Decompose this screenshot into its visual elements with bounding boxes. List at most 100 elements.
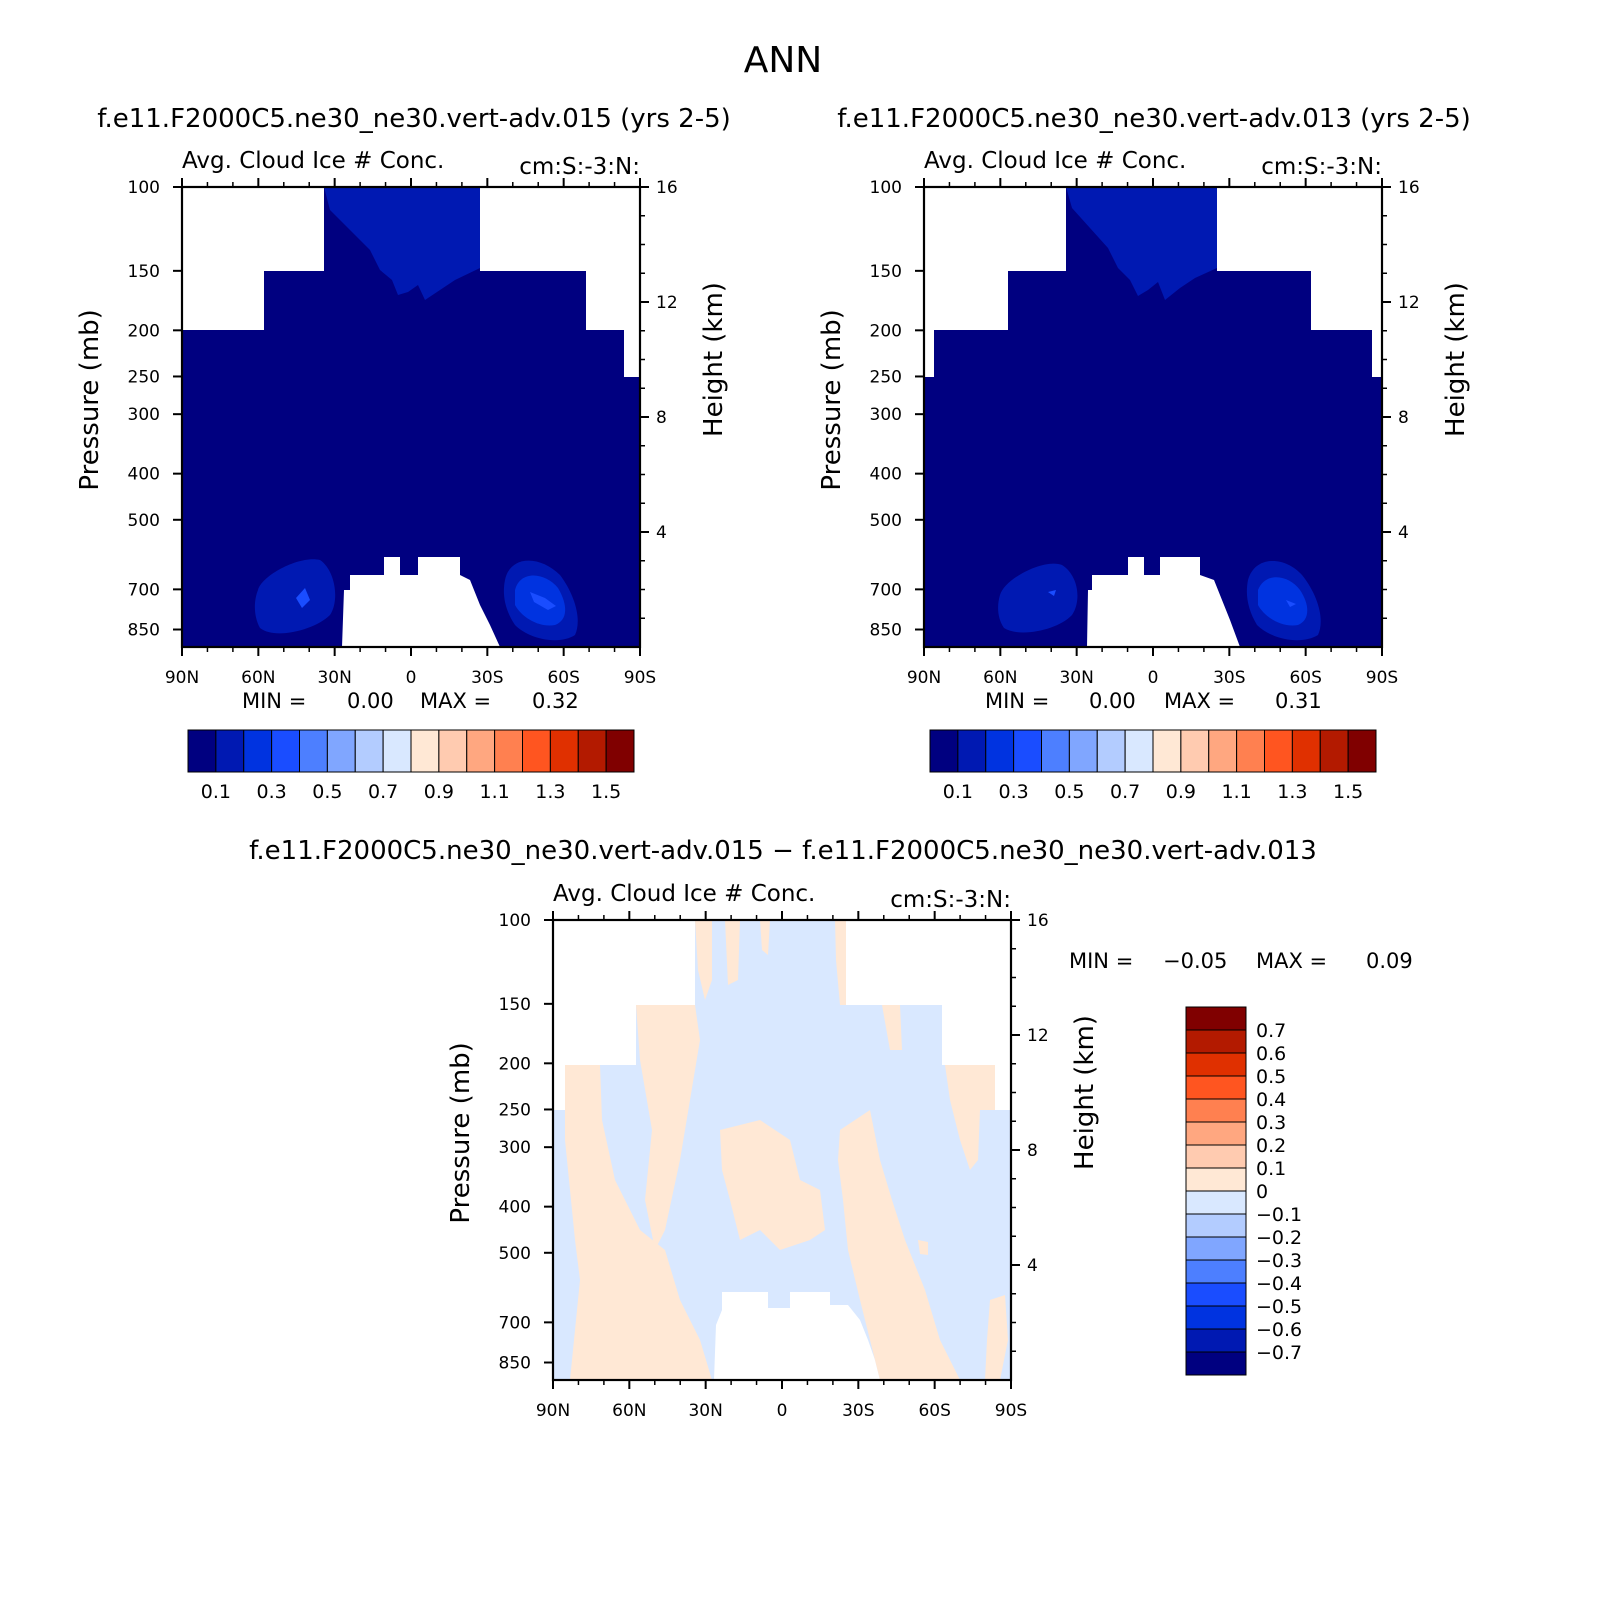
min-value: −0.05 <box>1163 949 1227 973</box>
field-positive-b-difference <box>636 1005 700 1250</box>
plot-title-test: Avg. Cloud Ice # Conc. <box>182 148 444 174</box>
field-positive-k-difference <box>985 1295 1008 1380</box>
colorbar-swatch <box>1185 1006 1247 1031</box>
field-positive-h-difference <box>838 1110 960 1380</box>
y2-axis-label: Height (km) <box>1070 1015 1100 1170</box>
y-axis-label: Pressure (mb) <box>446 1042 476 1223</box>
colorbar-swatch <box>1208 729 1238 773</box>
dynamic-layer: 90N 60N 30N 0 30S 60S 90S100150200250300400500… <box>75 178 1471 1421</box>
colorbar-label: 0.1 <box>943 781 973 803</box>
case-title-test: f.e11.F2000C5.ne30_ne30.vert-adv.015 (yr… <box>97 104 731 134</box>
y2-tick-label: 16 <box>656 178 678 198</box>
field-positive-l-difference <box>918 1240 928 1255</box>
colorbar-panel_diff: 0.70.60.50.40.30.20.10−0.1−0.2−0.3−0.4−0… <box>1185 1006 1302 1376</box>
colorbar-swatch <box>1124 729 1154 773</box>
colorbar-panel_test: 0.1 0.3 0.5 0.7 0.9 1.1 1.3 1.5 <box>187 729 635 803</box>
contour-field-difference <box>553 920 1011 1380</box>
field-positive-e-difference <box>760 920 770 955</box>
field-level-2-control <box>1066 187 1217 300</box>
colorbar-label: −0.1 <box>1256 1204 1302 1226</box>
x-tick-label: 30S <box>1213 668 1245 688</box>
y-tick-label: 200 <box>870 321 902 341</box>
colorbar-label: 0.3 <box>257 781 287 803</box>
colorbar-label: 0.5 <box>312 781 342 803</box>
y-tick-label: 100 <box>499 911 531 931</box>
colorbar-swatch <box>326 729 356 773</box>
colorbar-label: 0.7 <box>1256 1020 1286 1042</box>
colorbar-swatch <box>354 729 384 773</box>
x-tick-label: 0 <box>406 668 417 688</box>
colorbar-swatch <box>1319 729 1349 773</box>
x-tick-label: 60N <box>612 1401 646 1421</box>
colorbar-swatch <box>1185 1144 1247 1169</box>
colorbar-swatch <box>187 729 217 773</box>
colorbar-swatch <box>494 729 523 773</box>
figure-title: ANN <box>744 40 823 81</box>
field-level-4b-control <box>1286 600 1296 607</box>
x-tick-label: 60S <box>1289 668 1321 688</box>
colorbar-label: 1.1 <box>480 781 510 803</box>
y-tick-label: 700 <box>870 580 902 600</box>
colorbar-swatch <box>1347 729 1377 773</box>
y-tick-label: 500 <box>870 511 902 531</box>
x-tick-label: 60N <box>241 668 275 688</box>
colorbar-panel_control: 0.1 0.3 0.5 0.7 0.9 1.1 1.3 1.5 <box>929 729 1377 803</box>
plot-title-control: Avg. Cloud Ice # Conc. <box>924 148 1186 174</box>
colorbar-swatch <box>1185 1282 1247 1307</box>
colorbar-swatch <box>605 729 635 773</box>
colorbar-swatch <box>1185 1121 1247 1146</box>
axes-panel_diff: 90N 60N 30N 0 30S 60S 90S 100 150 200 250 300 400 500… <box>446 911 1413 1421</box>
field-positive-f-difference <box>835 920 846 1005</box>
field-positive-g-difference <box>720 1120 825 1250</box>
x-tick-label: 30S <box>842 1401 874 1421</box>
colorbar-label: −0.6 <box>1256 1319 1302 1341</box>
min-label: MIN = <box>985 689 1049 713</box>
y2-tick-label: 12 <box>656 293 678 313</box>
y2-tick-label: 4 <box>656 523 667 543</box>
colorbar-label: 0.7 <box>1110 781 1140 803</box>
max-label: MAX = <box>420 689 491 713</box>
colorbar-label: 0.3 <box>1256 1112 1286 1134</box>
x-tick-label: 60S <box>918 1401 950 1421</box>
colorbar-swatch <box>1041 729 1070 773</box>
colorbar-swatch <box>243 729 273 773</box>
colorbar-label: 0.7 <box>368 781 398 803</box>
y-tick-label: 150 <box>128 262 160 282</box>
y2-tick-label: 16 <box>1027 911 1049 931</box>
x-tick-label: 90S <box>624 668 656 688</box>
colorbar-swatch <box>549 729 579 773</box>
x-tick-label: 0 <box>777 1401 788 1421</box>
colorbar-label: −0.4 <box>1256 1273 1302 1295</box>
colorbar-swatch <box>1152 729 1182 773</box>
colorbar-swatch <box>1185 1075 1247 1100</box>
x-tick-label: 30S <box>471 668 503 688</box>
colorbar-label: −0.3 <box>1256 1250 1302 1272</box>
colorbar-swatch <box>577 729 607 773</box>
axes-panel_test: 90N 60N 30N 0 30S 60S 90S 100 150 200 250 300 400 500… <box>75 178 729 713</box>
colorbar-label: 0.9 <box>1166 781 1196 803</box>
y-tick-label: 200 <box>499 1054 531 1074</box>
colorbar-label: 0 <box>1256 1181 1268 1203</box>
y2-tick-label: 4 <box>1027 1256 1038 1276</box>
y2-tick-label: 12 <box>1027 1026 1049 1046</box>
x-tick-label: 90N <box>165 668 199 688</box>
y2-tick-label: 16 <box>1398 178 1420 198</box>
colorbar-label: 1.3 <box>535 781 565 803</box>
y2-tick-label: 4 <box>1398 523 1409 543</box>
y-tick-label: 300 <box>870 405 902 425</box>
plot-title-difference: Avg. Cloud Ice # Conc. <box>553 881 815 907</box>
colorbar-swatch <box>299 729 328 773</box>
y-tick-label: 500 <box>128 511 160 531</box>
field-level-1-control <box>924 187 1382 647</box>
y-tick-label: 250 <box>128 367 160 387</box>
colorbar-label: 0.4 <box>1256 1089 1286 1111</box>
contour-field-control <box>924 187 1382 647</box>
y-tick-label: 300 <box>499 1138 531 1158</box>
y2-tick-label: 8 <box>656 408 667 428</box>
y-tick-label: 100 <box>870 178 902 198</box>
panel-control: f.e11.F2000C5.ne30_ne30.vert-adv.013 (yr… <box>837 104 1471 647</box>
y-tick-label: 850 <box>128 621 160 641</box>
colorbar-swatch <box>1185 1029 1247 1054</box>
colorbar-label: 0.9 <box>424 781 454 803</box>
colorbar-swatch <box>215 729 245 773</box>
